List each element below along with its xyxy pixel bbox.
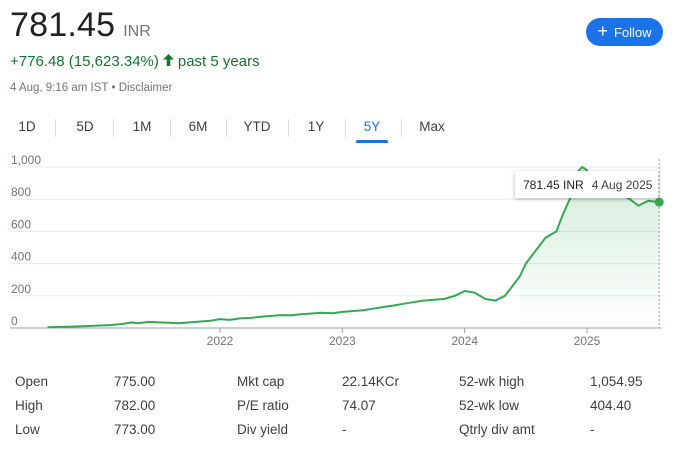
stat-label-div-yield: Div yield (237, 422, 289, 437)
x-axis: 2022 2023 2024 2025 (207, 328, 601, 348)
follow-button[interactable]: + Follow (586, 18, 663, 46)
meta-separator: • (111, 82, 116, 94)
arrow-up-icon (162, 54, 174, 69)
x-tick-label: 2023 (329, 334, 356, 348)
tab-max[interactable]: Max (419, 119, 445, 134)
price-chart-svg: 0 200 400 600 800 1,000 2022 2023 2024 2025 (10, 153, 664, 348)
stat-value-open: 775.00 (114, 374, 156, 389)
stat-value-qtrly-div: - (590, 422, 595, 437)
quote-meta: 4 Aug, 9:16 am IST • Disclaimer (10, 82, 172, 94)
price-change: +776.48 (15,623.34%) past 5 years (10, 53, 260, 70)
stat-label-open: Open (15, 374, 49, 389)
stat-label-low: Low (15, 422, 40, 437)
tab-divider (345, 119, 346, 137)
y-axis: 0 200 400 600 800 1,000 (11, 153, 41, 328)
price-chart[interactable]: 0 200 400 600 800 1,000 2022 2023 2024 2025 (0, 153, 677, 355)
x-tick-label: 2025 (574, 334, 601, 348)
tab-divider (226, 119, 227, 137)
price-header: 781.45 INR (10, 6, 151, 45)
stat-value-high: 782.00 (114, 398, 156, 413)
last-price-dot (654, 197, 664, 207)
chart-gridlines (10, 166, 662, 329)
stat-label-qtrly-div: Qtrly div amt (459, 422, 535, 437)
follow-button-label: Follow (613, 24, 652, 40)
tooltip-date: 4 Aug 2025 (591, 177, 653, 192)
tab-divider (55, 119, 56, 137)
y-tick-label: 600 (11, 217, 31, 231)
y-tick-label: 0 (11, 314, 18, 328)
y-tick-label: 1,000 (11, 153, 41, 167)
current-price: 781.45 (10, 6, 116, 44)
stat-label-high: High (15, 398, 43, 413)
tab-5y[interactable]: 5Y (356, 113, 388, 143)
stat-value-div-yield: - (342, 422, 347, 437)
tab-divider (170, 119, 171, 137)
stat-label-pe-ratio: P/E ratio (237, 398, 289, 413)
tooltip-value: 781.45 INR (523, 177, 584, 192)
tab-5d[interactable]: 5D (76, 119, 94, 134)
tab-1d[interactable]: 1D (18, 119, 36, 134)
stat-value-pe-ratio: 74.07 (342, 398, 376, 413)
stat-value-low: 773.00 (114, 422, 156, 437)
change-value: +776.48 (15,623.34%) (10, 53, 159, 70)
quote-timestamp: 4 Aug, 9:16 am IST (10, 82, 109, 94)
y-tick-label: 200 (11, 282, 31, 296)
y-tick-label: 800 (11, 185, 31, 199)
stat-value-52wk-low: 404.40 (590, 398, 632, 413)
x-tick-label: 2024 (451, 334, 478, 348)
tab-divider (401, 119, 402, 137)
tab-6m[interactable]: 6M (188, 119, 208, 134)
tab-1y[interactable]: 1Y (307, 119, 325, 134)
stat-value-mkt-cap: 22.14KCr (342, 374, 400, 389)
currency-label: INR (123, 23, 151, 40)
price-area-fill (519, 167, 660, 328)
tab-divider (288, 119, 289, 137)
stat-value-52wk-high: 1,054.95 (590, 374, 643, 389)
disclaimer-link[interactable]: Disclaimer (118, 82, 173, 94)
x-tick-label: 2022 (207, 334, 234, 348)
plus-icon: + (597, 21, 608, 41)
change-period: past 5 years (177, 53, 260, 70)
stat-label-52wk-high: 52-wk high (459, 374, 525, 389)
chart-tooltip: 781.45 INR 4 Aug 2025 (515, 171, 658, 198)
y-tick-label: 400 (11, 250, 31, 264)
stat-label-52wk-low: 52-wk low (459, 398, 520, 413)
tab-divider (113, 119, 114, 137)
stat-label-mkt-cap: Mkt cap (237, 374, 285, 389)
tab-1m[interactable]: 1M (132, 119, 152, 134)
tab-ytd[interactable]: YTD (243, 119, 271, 134)
